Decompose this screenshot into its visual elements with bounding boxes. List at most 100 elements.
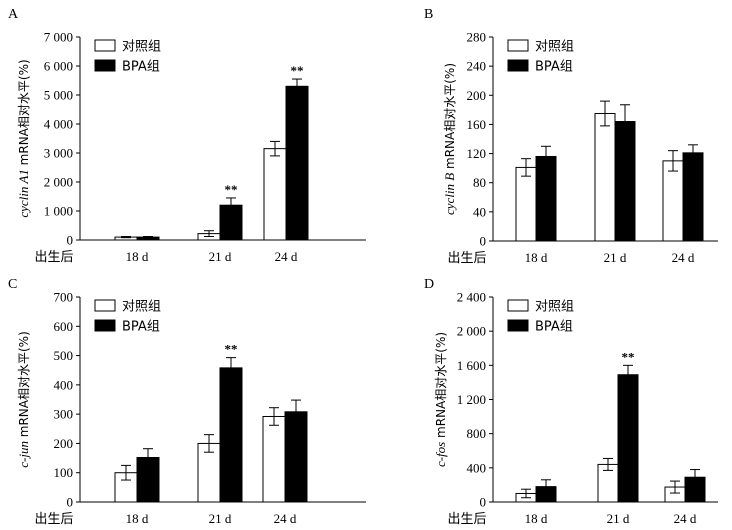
legend-label-bpa: BPA组 bbox=[535, 320, 573, 335]
y-tick-label: 0 bbox=[480, 234, 487, 249]
y-tick-label: 1 600 bbox=[457, 358, 486, 373]
x-tick-label: 24 d bbox=[274, 511, 297, 526]
y-axis-title-rest: mRNA相对水平(%) bbox=[17, 331, 31, 441]
y-tick-label: 0 bbox=[67, 495, 74, 510]
y-axis-title-gene: cyclin B bbox=[442, 173, 457, 215]
significance-mark: ** bbox=[225, 342, 238, 357]
y-tick-label: 1 000 bbox=[44, 204, 73, 219]
y-tick-label: 100 bbox=[54, 465, 74, 480]
y-tick-label: 0 bbox=[480, 495, 487, 510]
bpa-bar bbox=[219, 367, 243, 503]
legend-label-control: 对照组 bbox=[122, 40, 161, 55]
legend-swatch-control bbox=[94, 39, 116, 52]
legend-swatch-bpa bbox=[94, 59, 116, 72]
y-tick-label: 120 bbox=[467, 146, 487, 161]
bpa-bar bbox=[614, 121, 636, 242]
panel-c: C 0 100 200 300 400 500 600 700 c-jun mRNA相对水平(%)… bbox=[8, 277, 366, 527]
y-axis-title: cyclin B mRNA相对水平(%) bbox=[442, 63, 457, 215]
y-axis-title: cyclin A1 mRNA相对水平(%) bbox=[16, 59, 31, 217]
legend-swatch-control bbox=[507, 39, 529, 52]
legend-label-control: 对照组 bbox=[535, 40, 574, 55]
legend-label-bpa: BPA组 bbox=[122, 320, 160, 335]
y-axis-title-gene: cyclin A1 bbox=[16, 169, 31, 218]
y-axis-title-rest: mRNA相对水平(%) bbox=[17, 59, 31, 169]
bpa-bar bbox=[535, 155, 557, 242]
x-tick-label: 21 d bbox=[209, 511, 232, 526]
y-axis-title: c-jun mRNA相对水平(%) bbox=[16, 331, 31, 468]
control-bar bbox=[594, 113, 616, 242]
legend-swatch-control bbox=[94, 299, 116, 312]
legend-swatch-bpa bbox=[507, 319, 529, 332]
legend-label-control: 对照组 bbox=[535, 300, 574, 315]
x-prefix-label: 出生后 bbox=[447, 512, 486, 527]
y-tick-label: 1 200 bbox=[457, 392, 486, 407]
y-tick-label: 6 000 bbox=[44, 59, 73, 74]
x-tick-label: 24 d bbox=[674, 511, 697, 526]
bpa-bar bbox=[617, 374, 639, 503]
x-tick-label: 18 d bbox=[525, 511, 548, 526]
y-tick-label: 300 bbox=[54, 407, 74, 422]
control-bar bbox=[662, 160, 684, 242]
y-tick-label: 700 bbox=[54, 290, 74, 305]
y-tick-label: 3 000 bbox=[44, 146, 73, 161]
panel-a: A 0 1 000 2 000 3 000 4 000 5 000 6 000 7 000 cyc… bbox=[8, 7, 366, 265]
y-tick-label: 5 000 bbox=[44, 88, 73, 103]
y-tick-label: 400 bbox=[467, 460, 487, 475]
x-tick-label: 18 d bbox=[525, 250, 548, 265]
y-tick-label: 2 400 bbox=[457, 290, 486, 305]
control-bar bbox=[515, 166, 537, 242]
y-axis-title-gene: c-fos bbox=[433, 442, 448, 467]
significance-mark: ** bbox=[225, 182, 238, 197]
bpa-bar bbox=[285, 85, 309, 241]
panel-b: B 0 40 80 120 160 200 240 280 cyclin B mRNA相对水平(%… bbox=[424, 7, 718, 266]
legend-swatch-bpa bbox=[94, 319, 116, 332]
y-tick-label: 200 bbox=[54, 436, 74, 451]
significance-mark: ** bbox=[291, 63, 304, 78]
control-bar bbox=[262, 415, 286, 503]
y-tick-label: 2 000 bbox=[44, 175, 73, 190]
y-tick-label: 2 000 bbox=[457, 324, 486, 339]
panel-letter: C bbox=[8, 277, 17, 292]
y-tick-label: 7 000 bbox=[44, 30, 73, 45]
y-tick-label: 600 bbox=[54, 319, 74, 334]
control-bar bbox=[263, 148, 287, 241]
legend-swatch-control bbox=[507, 299, 529, 312]
x-tick-label: 21 d bbox=[209, 249, 232, 264]
y-tick-label: 400 bbox=[54, 377, 74, 392]
y-tick-label: 200 bbox=[467, 88, 487, 103]
y-axis-title-gene: c-jun bbox=[16, 441, 31, 468]
y-tick-label: 160 bbox=[467, 117, 487, 132]
x-tick-label: 18 d bbox=[126, 511, 149, 526]
y-axis-title: c-fos mRNA相对水平(%) bbox=[433, 332, 448, 467]
x-prefix-label: 出生后 bbox=[34, 250, 73, 265]
panel-d: D 0 400 800 1 200 1 600 2 000 2 400 c-fos mRNA相对… bbox=[424, 277, 718, 527]
bpa-bar bbox=[682, 152, 704, 242]
x-tick-label: 18 d bbox=[126, 249, 149, 264]
y-tick-label: 4 000 bbox=[44, 117, 73, 132]
bpa-bar bbox=[284, 411, 308, 503]
x-prefix-label: 出生后 bbox=[34, 512, 73, 527]
significance-mark: ** bbox=[622, 349, 635, 364]
panel-letter: D bbox=[424, 277, 434, 292]
y-axis-title-rest: mRNA相对水平(%) bbox=[443, 63, 457, 173]
x-tick-label: 24 d bbox=[672, 250, 695, 265]
panel-letter: B bbox=[424, 7, 433, 22]
x-tick-label: 21 d bbox=[604, 250, 627, 265]
y-tick-label: 80 bbox=[473, 175, 486, 190]
legend-label-bpa: BPA组 bbox=[122, 60, 160, 75]
y-tick-label: 0 bbox=[67, 233, 74, 248]
panel-letter: A bbox=[8, 7, 19, 22]
x-tick-label: 21 d bbox=[607, 511, 630, 526]
y-tick-label: 240 bbox=[467, 59, 487, 74]
y-tick-label: 40 bbox=[473, 204, 486, 219]
legend-swatch-bpa bbox=[507, 59, 529, 72]
y-tick-label: 800 bbox=[467, 426, 487, 441]
x-prefix-label: 出生后 bbox=[447, 251, 486, 266]
y-axis-title-rest: mRNA相对水平(%) bbox=[434, 332, 448, 442]
x-tick-label: 24 d bbox=[275, 249, 298, 264]
y-tick-label: 280 bbox=[467, 30, 487, 45]
legend-label-control: 对照组 bbox=[122, 300, 161, 315]
legend-label-bpa: BPA组 bbox=[535, 60, 573, 75]
y-tick-label: 500 bbox=[54, 348, 74, 363]
